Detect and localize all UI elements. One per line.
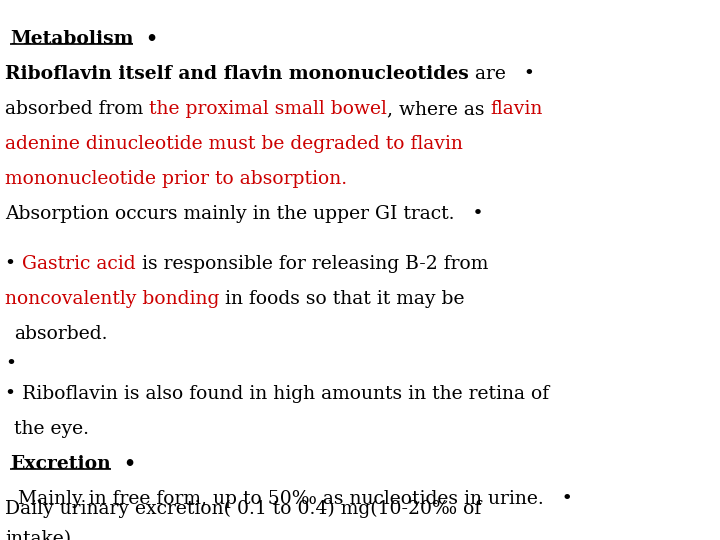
Text: noncovalently bonding: noncovalently bonding bbox=[5, 290, 220, 308]
Text: Absorption occurs mainly in the upper GI tract.   •: Absorption occurs mainly in the upper GI… bbox=[5, 205, 484, 223]
Text: , where as: , where as bbox=[387, 100, 490, 118]
Text: the eye.: the eye. bbox=[14, 420, 89, 438]
Text: Mainly in free form, up to 50‰ as nucleotides in urine.   •: Mainly in free form, up to 50‰ as nucleo… bbox=[18, 490, 573, 508]
Text: absorbed.: absorbed. bbox=[14, 325, 107, 343]
Text: Riboflavin itself and flavin mononucleotides: Riboflavin itself and flavin mononucleot… bbox=[5, 65, 469, 83]
Text: Excretion: Excretion bbox=[10, 455, 111, 473]
Text: • Riboflavin is also found in high amounts in the retina of: • Riboflavin is also found in high amoun… bbox=[5, 385, 549, 403]
Text: intake).: intake). bbox=[5, 530, 77, 540]
Text: Metabolism: Metabolism bbox=[10, 30, 133, 48]
Text: absorbed from: absorbed from bbox=[5, 100, 149, 118]
Text: Gastric acid: Gastric acid bbox=[22, 255, 136, 273]
Text: mononucleotide prior to absorption.: mononucleotide prior to absorption. bbox=[5, 170, 347, 188]
Text: •: • bbox=[5, 255, 22, 273]
Text: is responsible for releasing B-2 from: is responsible for releasing B-2 from bbox=[136, 255, 488, 273]
Text: are   •: are • bbox=[469, 65, 535, 83]
Text: •: • bbox=[5, 355, 16, 373]
Text: adenine dinucleotide must be degraded to flavin: adenine dinucleotide must be degraded to… bbox=[5, 135, 463, 153]
Text: in foods so that it may be: in foods so that it may be bbox=[220, 290, 465, 308]
Text: •: • bbox=[111, 455, 136, 473]
Text: •: • bbox=[133, 30, 158, 48]
Text: the proximal small bowel: the proximal small bowel bbox=[149, 100, 387, 118]
Text: Daily urinary excretion( 0.1 to 0.4) mg(10-20‰ of: Daily urinary excretion( 0.1 to 0.4) mg(… bbox=[5, 500, 481, 518]
Text: flavin: flavin bbox=[490, 100, 543, 118]
